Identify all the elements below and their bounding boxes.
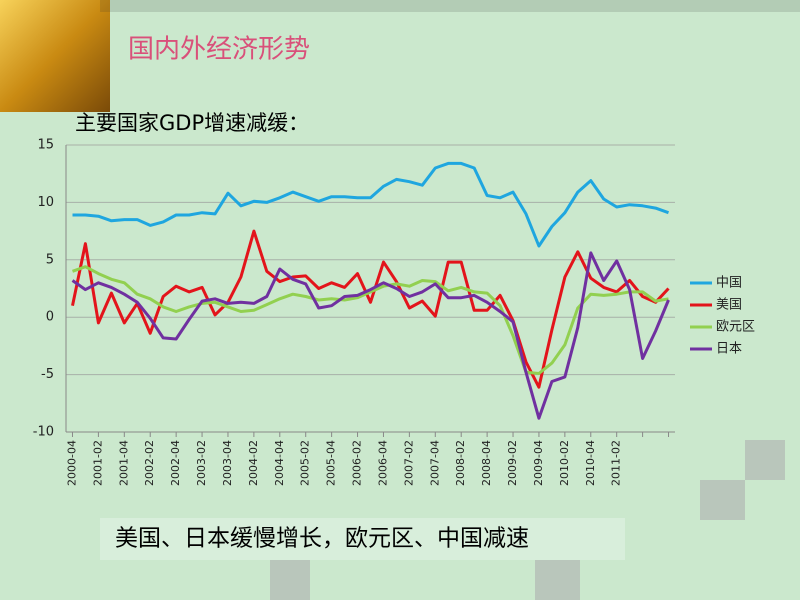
legend-label: 中国: [716, 276, 742, 291]
x-tick-label: 2003-04: [221, 440, 234, 486]
series-line: [71, 229, 670, 389]
chart-title: 主要国家GDP增速减缓：: [75, 111, 309, 135]
x-tick-label: 2008-04: [480, 440, 493, 486]
x-tick-label: 2009-04: [532, 440, 545, 486]
legend-label: 日本: [716, 342, 742, 357]
slide-title: 国内外经济形势: [128, 35, 310, 65]
x-tick-label: 2001-04: [117, 440, 130, 486]
y-tick-label: -10: [33, 425, 54, 440]
legend-label: 欧元区: [716, 320, 755, 335]
x-tick-label: 2005-02: [299, 440, 312, 486]
x-tick-label: 2011-02: [610, 440, 623, 486]
x-tick-label: 2004-04: [273, 440, 286, 486]
x-tick-label: 2007-04: [428, 440, 441, 486]
header-band: [100, 0, 800, 12]
y-tick-label: 10: [37, 195, 54, 210]
legend-label: 美国: [716, 298, 742, 313]
y-tick-label: 0: [46, 310, 54, 325]
x-tick-label: 2006-02: [351, 440, 364, 486]
x-tick-label: 2010-02: [558, 440, 571, 486]
x-tick-label: 2003-02: [195, 440, 208, 486]
x-tick-label: 2010-04: [584, 440, 597, 486]
x-tick-label: 2008-02: [454, 440, 467, 486]
series-line: [71, 265, 669, 375]
y-tick-label: 5: [46, 252, 54, 267]
series-line: [72, 161, 670, 248]
x-tick-label: 2002-04: [169, 440, 182, 486]
x-tick-label: 2001-02: [91, 440, 104, 486]
y-tick-label: -5: [41, 367, 54, 382]
x-tick-label: 2004-02: [247, 440, 260, 486]
caption: 美国、日本缓慢增长，欧元区、中国减速: [115, 526, 529, 552]
y-tick-label: 15: [37, 138, 54, 153]
x-tick-label: 2006-04: [376, 440, 389, 486]
x-tick-label: 2002-02: [143, 440, 156, 486]
x-tick-label: 2007-02: [402, 440, 415, 486]
x-tick-label: 2005-04: [325, 440, 338, 486]
caption-box: [100, 518, 625, 560]
plot: -10 -5 0 5 10 15 2000-04 2001-02 2001-04 2002-02 2…: [33, 138, 755, 486]
series-line: [71, 251, 670, 420]
x-tick-label: 2009-02: [506, 440, 519, 486]
header-image: [0, 0, 110, 112]
x-tick-label: 2000-04: [65, 440, 78, 486]
